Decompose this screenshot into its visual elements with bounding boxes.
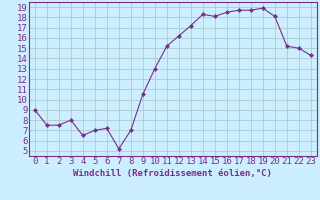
X-axis label: Windchill (Refroidissement éolien,°C): Windchill (Refroidissement éolien,°C)	[73, 169, 272, 178]
